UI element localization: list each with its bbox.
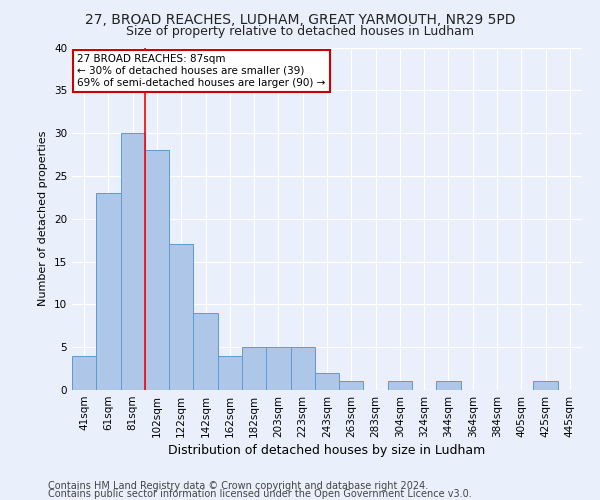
- Bar: [72, 356, 96, 390]
- Bar: [533, 382, 558, 390]
- Bar: [193, 313, 218, 390]
- Bar: [96, 193, 121, 390]
- Bar: [315, 373, 339, 390]
- Bar: [290, 347, 315, 390]
- Bar: [388, 382, 412, 390]
- Text: 27, BROAD REACHES, LUDHAM, GREAT YARMOUTH, NR29 5PD: 27, BROAD REACHES, LUDHAM, GREAT YARMOUT…: [85, 12, 515, 26]
- Bar: [436, 382, 461, 390]
- Y-axis label: Number of detached properties: Number of detached properties: [38, 131, 49, 306]
- Text: Contains HM Land Registry data © Crown copyright and database right 2024.: Contains HM Land Registry data © Crown c…: [48, 481, 428, 491]
- Bar: [145, 150, 169, 390]
- Bar: [218, 356, 242, 390]
- Bar: [121, 133, 145, 390]
- Text: 27 BROAD REACHES: 87sqm
← 30% of detached houses are smaller (39)
69% of semi-de: 27 BROAD REACHES: 87sqm ← 30% of detache…: [77, 54, 325, 88]
- Text: Contains public sector information licensed under the Open Government Licence v3: Contains public sector information licen…: [48, 489, 472, 499]
- Bar: [339, 382, 364, 390]
- Bar: [266, 347, 290, 390]
- X-axis label: Distribution of detached houses by size in Ludham: Distribution of detached houses by size …: [169, 444, 485, 457]
- Bar: [242, 347, 266, 390]
- Text: Size of property relative to detached houses in Ludham: Size of property relative to detached ho…: [126, 25, 474, 38]
- Bar: [169, 244, 193, 390]
